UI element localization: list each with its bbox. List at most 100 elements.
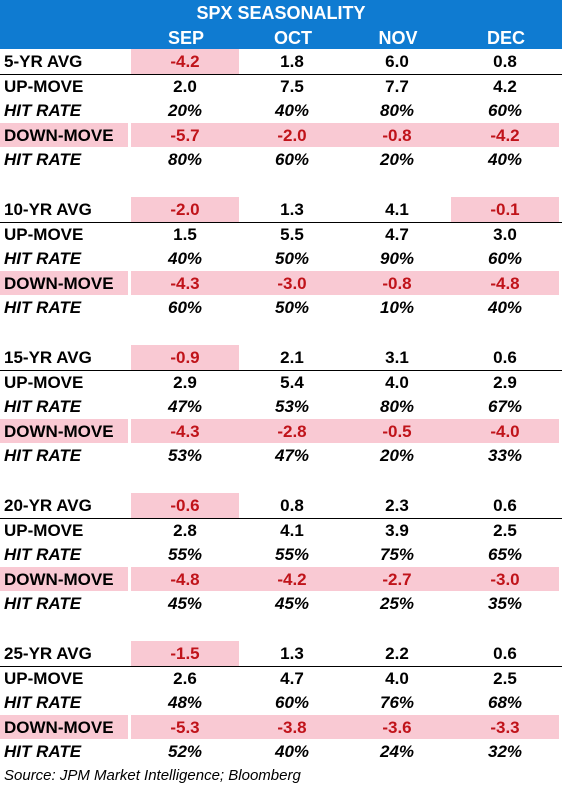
hit-rate-row: HIT RATE 80% 60% 20% 40%	[0, 147, 562, 172]
row-label: DOWN-MOVE	[4, 717, 114, 737]
table-cell: 2.5	[493, 668, 517, 688]
table-cell: -2.0	[238, 122, 346, 148]
row-label: UP-MOVE	[4, 668, 84, 688]
table-cell: 50%	[274, 249, 310, 269]
hit-rate-row: HIT RATE 48% 60% 76% 68%	[0, 690, 562, 715]
up-move-row: UP-MOVE 2.9 5.4 4.0 2.9	[0, 370, 562, 395]
avg-row: 5-YR AVG -4.2 1.8 6.0 0.8	[0, 49, 562, 74]
table-cell: 80%	[379, 397, 415, 417]
table-cell: -5.3	[131, 714, 239, 740]
table-cell: 55%	[274, 545, 310, 565]
row-label-highlight	[0, 714, 128, 740]
table-cell: -4.2	[238, 566, 346, 592]
table-cell: 75%	[379, 545, 415, 565]
table-cell: -4.3	[131, 270, 239, 296]
table-cell: 45%	[167, 594, 203, 614]
hit-rate-row: HIT RATE 40% 50% 90% 60%	[0, 246, 562, 271]
table-cell: 0.6	[493, 348, 517, 367]
table-cell: 90%	[379, 249, 415, 269]
table-cell: 7.5	[280, 76, 304, 96]
chart-title: SPX SEASONALITY	[0, 0, 562, 26]
row-label: UP-MOVE	[4, 372, 84, 392]
table-cell: 40%	[274, 101, 310, 121]
table-cell: 35%	[487, 594, 523, 614]
table-cell: 65%	[487, 545, 523, 565]
table-cell: -3.0	[238, 270, 346, 296]
table-cell: 2.1	[280, 348, 304, 367]
table-cell: 4.0	[385, 372, 409, 392]
table-cell: 33%	[487, 446, 523, 466]
table-cell: 4.7	[280, 668, 304, 688]
hit-rate-row: HIT RATE 20% 40% 80% 60%	[0, 98, 562, 123]
table-cell: 24%	[379, 742, 415, 762]
row-label: HIT RATE	[4, 150, 82, 170]
row-label-highlight	[0, 418, 128, 444]
table-cell: 20%	[167, 101, 203, 121]
source-note: Source: JPM Market Intelligence; Bloombe…	[4, 767, 301, 784]
column-header-sep: SEP	[167, 28, 205, 48]
table-cell: -0.6	[131, 493, 239, 518]
table-cell: 60%	[274, 150, 310, 170]
period-block: 5-YR AVG -4.2 1.8 6.0 0.8 UP-MOVE 2.0 7.5 7.7 4.2…	[0, 49, 562, 172]
row-label: DOWN-MOVE	[4, 569, 114, 589]
table-cell: 20%	[379, 150, 415, 170]
row-divider	[0, 221, 562, 223]
table-cell: 67%	[487, 397, 523, 417]
table-cell: 40%	[274, 742, 310, 762]
up-move-row: UP-MOVE 2.6 4.7 4.0 2.5	[0, 666, 562, 691]
table-cell: -0.9	[131, 345, 239, 370]
row-label: HIT RATE	[4, 249, 82, 269]
table-cell: 4.0	[385, 668, 409, 688]
column-header-nov: NOV	[378, 28, 418, 48]
row-label-highlight	[0, 122, 128, 148]
column-header-row: SEP OCT NOV DEC	[0, 26, 562, 49]
table-cell: -4.2	[131, 49, 239, 74]
table-cell: 2.9	[493, 372, 517, 392]
table-cell: 68%	[487, 693, 523, 713]
table-cell: 2.2	[385, 644, 409, 663]
table-cell: -4.3	[131, 418, 239, 444]
avg-row: 20-YR AVG -0.6 0.8 2.3 0.6	[0, 493, 562, 518]
table-cell: -4.2	[451, 122, 559, 148]
table-cell: 0.8	[493, 52, 517, 71]
table-cell: 60%	[487, 101, 523, 121]
table-cell: 53%	[274, 397, 310, 417]
up-move-row: UP-MOVE 2.0 7.5 7.7 4.2	[0, 74, 562, 99]
row-divider	[0, 73, 562, 75]
table-cell: -3.0	[451, 566, 559, 592]
table-cell: 2.9	[173, 372, 197, 392]
row-label-highlight	[0, 566, 128, 592]
row-label: DOWN-MOVE	[4, 273, 114, 293]
table-cell: 2.5	[493, 520, 517, 540]
table-cell: 40%	[167, 249, 203, 269]
row-label: UP-MOVE	[4, 76, 84, 96]
row-label-highlight	[0, 270, 128, 296]
down-move-row: DOWN-MOVE -4.8 -4.2 -2.7 -3.0	[0, 566, 562, 592]
table-cell: 6.0	[385, 52, 409, 71]
down-move-row: DOWN-MOVE -5.7 -2.0 -0.8 -4.2	[0, 122, 562, 148]
table-cell: 55%	[167, 545, 203, 565]
row-label: 15-YR AVG	[4, 348, 92, 367]
table-cell: 80%	[167, 150, 203, 170]
table-cell: 2.3	[385, 496, 409, 515]
table-cell: 4.7	[385, 224, 409, 244]
table-cell: 32%	[487, 742, 523, 762]
table-cell: -3.8	[238, 714, 346, 740]
table-cell: 3.1	[385, 348, 409, 367]
table-cell: 2.6	[173, 668, 197, 688]
table-cell: -4.8	[131, 566, 239, 592]
row-label: 20-YR AVG	[4, 496, 92, 515]
table-cell: 3.0	[493, 224, 517, 244]
hit-rate-row: HIT RATE 47% 53% 80% 67%	[0, 394, 562, 419]
table-cell: 5.5	[280, 224, 304, 244]
table-cell: 1.3	[280, 644, 304, 663]
row-label: HIT RATE	[4, 693, 82, 713]
table-cell: -4.0	[451, 418, 559, 444]
table-cell: -2.8	[238, 418, 346, 444]
up-move-row: UP-MOVE 1.5 5.5 4.7 3.0	[0, 222, 562, 247]
table-cell: 1.8	[280, 52, 304, 71]
row-label: HIT RATE	[4, 545, 82, 565]
table-cell: 4.1	[280, 520, 304, 540]
row-divider	[0, 517, 562, 519]
down-move-row: DOWN-MOVE -4.3 -2.8 -0.5 -4.0	[0, 418, 562, 444]
